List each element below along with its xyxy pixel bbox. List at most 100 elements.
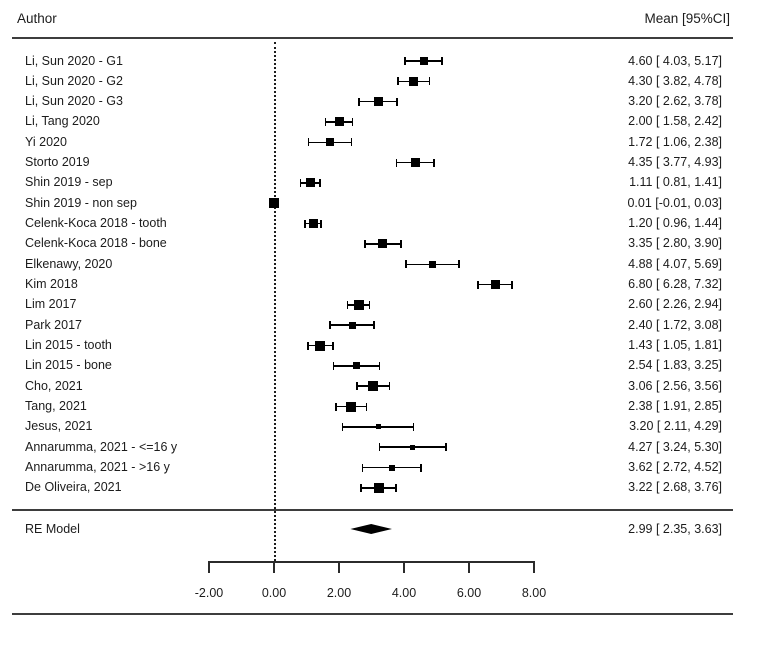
point-estimate-marker	[305, 178, 315, 188]
x-axis-tick-label: 0.00	[261, 586, 287, 600]
ci-cap-left	[364, 239, 366, 248]
point-estimate-marker	[325, 138, 334, 147]
x-axis-tick-label: -2.00	[194, 586, 224, 600]
bottom-rule	[12, 613, 733, 615]
study-label: Elkenawy, 2020	[25, 256, 113, 271]
ci-cap-left	[332, 361, 335, 370]
ci-cap-right	[420, 463, 422, 472]
study-label: Park 2017	[25, 317, 82, 332]
point-estimate-marker	[410, 444, 416, 450]
ci-cap-right	[433, 158, 436, 167]
study-annotation: 1.43 [ 1.05, 1.81]	[628, 338, 722, 353]
study-label: Annarumma, 2021 - >16 y	[25, 460, 170, 475]
ci-cap-right	[378, 361, 381, 370]
study-annotation: 6.80 [ 6.28, 7.32]	[628, 277, 722, 292]
top-rule	[12, 37, 733, 39]
x-axis-tick	[208, 561, 210, 573]
study-annotation: 4.88 [ 4.07, 5.69]	[628, 256, 722, 271]
study-label: Storto 2019	[25, 155, 90, 170]
point-estimate-marker	[269, 198, 280, 209]
ci-cap-right	[428, 77, 431, 86]
point-estimate-marker	[308, 219, 318, 229]
ci-cap-left	[341, 422, 344, 431]
study-annotation: 2.60 [ 2.26, 2.94]	[628, 297, 722, 312]
study-label: Li, Sun 2020 - G3	[25, 94, 123, 109]
study-label: Cho, 2021	[25, 378, 83, 393]
study-label: Shin 2019 - sep	[25, 175, 113, 190]
study-annotation: 2.38 [ 1.91, 2.85]	[628, 399, 722, 414]
ci-cap-right	[351, 117, 354, 126]
ci-cap-left	[335, 402, 337, 411]
x-axis-tick-label: 4.00	[391, 586, 417, 600]
point-estimate-marker	[368, 381, 379, 392]
ci-cap-right	[332, 341, 334, 350]
point-estimate-marker	[409, 76, 419, 86]
ci-cap-left	[378, 443, 381, 452]
ci-cap-right	[373, 321, 375, 330]
ci-cap-left	[477, 280, 479, 289]
point-estimate-marker	[373, 97, 383, 107]
ci-cap-left	[324, 117, 327, 126]
point-estimate-marker	[373, 482, 384, 493]
re-model-label: RE Model	[25, 521, 80, 536]
study-label: Jesus, 2021	[25, 419, 93, 434]
study-annotation: 4.27 [ 3.24, 5.30]	[628, 439, 722, 454]
ci-cap-left	[356, 382, 358, 391]
study-label: Shin 2019 - non sep	[25, 195, 137, 210]
x-axis-tick-label: 8.00	[521, 586, 547, 600]
study-annotation: 3.62 [ 2.72, 4.52]	[628, 460, 722, 475]
study-annotation: 2.40 [ 1.72, 3.08]	[628, 317, 722, 332]
ci-cap-left	[360, 483, 362, 492]
ci-cap-right	[445, 443, 448, 452]
x-axis-tick-label: 6.00	[456, 586, 482, 600]
x-axis-tick	[273, 561, 275, 573]
study-label: Lin 2015 - tooth	[25, 338, 112, 353]
point-estimate-marker	[378, 239, 388, 249]
study-label: Li, Sun 2020 - G2	[25, 73, 123, 88]
ci-cap-right	[319, 178, 321, 187]
study-annotation: 3.20 [ 2.11, 4.29]	[629, 419, 722, 434]
ci-cap-right	[395, 483, 397, 492]
point-estimate-marker	[353, 299, 364, 310]
ci-cap-right	[441, 57, 443, 65]
ci-cap-right	[511, 280, 513, 289]
study-annotation: 3.22 [ 2.68, 3.76]	[628, 480, 722, 495]
ci-cap-left	[405, 260, 408, 269]
ci-cap-left	[358, 97, 360, 106]
x-axis-tick	[533, 561, 535, 573]
ci-cap-right	[365, 402, 368, 411]
ci-cap-right	[388, 382, 391, 391]
point-estimate-marker	[419, 57, 428, 65]
x-axis-line	[209, 561, 534, 563]
ci-cap-left	[395, 158, 398, 167]
study-annotation: 3.35 [ 2.80, 3.90]	[628, 236, 722, 251]
zero-reference-dotted-line	[274, 42, 276, 561]
study-label: Lim 2017	[25, 297, 77, 312]
ci-cap-right	[368, 300, 371, 309]
ci-cap-left	[329, 321, 331, 330]
study-label: Yi 2020	[25, 134, 67, 149]
ci-cap-left	[404, 57, 406, 65]
study-label: Celenk-Koca 2018 - tooth	[25, 216, 167, 231]
summary-separator-rule	[12, 509, 733, 511]
ci-cap-left	[307, 341, 309, 350]
point-estimate-marker	[410, 158, 420, 168]
point-estimate-marker	[315, 340, 326, 351]
study-annotation: 1.11 [ 0.81, 1.41]	[629, 175, 722, 190]
ci-cap-right	[350, 138, 353, 147]
point-estimate-marker	[375, 424, 381, 430]
ci-cap-right	[320, 219, 322, 228]
x-axis-tick-label: 2.00	[326, 586, 352, 600]
column-header-author: Author	[17, 11, 57, 26]
study-label: Annarumma, 2021 - <=16 y	[25, 439, 178, 454]
ci-cap-right	[396, 97, 398, 106]
study-annotation: 3.06 [ 2.56, 3.56]	[628, 378, 722, 393]
point-estimate-marker	[490, 280, 500, 290]
study-label: Li, Tang 2020	[25, 114, 100, 129]
ci-cap-left	[307, 138, 310, 147]
ci-cap-right	[399, 239, 402, 248]
point-estimate-marker	[388, 464, 395, 471]
study-label: Lin 2015 - bone	[25, 358, 112, 373]
ci-cap-left	[397, 77, 399, 86]
